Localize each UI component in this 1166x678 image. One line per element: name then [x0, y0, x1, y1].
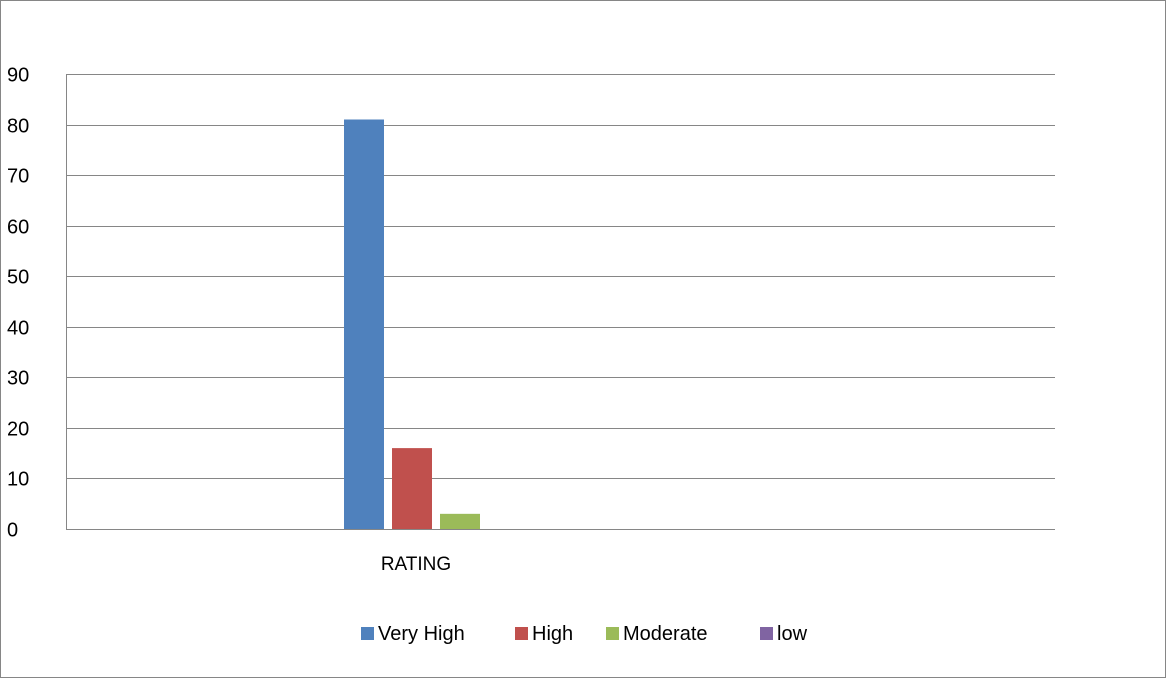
legend: Very High High Moderate low	[361, 623, 808, 645]
y-tick-label: 70	[7, 166, 29, 188]
legend-swatch-high	[515, 627, 528, 640]
y-tick-label: 60	[7, 217, 29, 239]
y-tick-label: 90	[7, 65, 29, 87]
gridlines	[66, 74, 1055, 479]
legend-swatch-very-high	[361, 627, 374, 640]
bars	[344, 119, 480, 529]
x-category-label: RATING	[381, 554, 451, 575]
y-tick-label: 50	[7, 267, 29, 289]
y-tick-label: 10	[7, 469, 29, 491]
legend-label-moderate: Moderate	[623, 623, 708, 645]
y-tick-label: 0	[7, 520, 18, 542]
legend-label-low: low	[777, 623, 808, 645]
axes: 0 10 20 30 40 50 60 70 80 90 RATING	[7, 65, 1055, 575]
bar-very-high	[344, 119, 384, 529]
y-tick-label: 20	[7, 419, 29, 441]
legend-swatch-low	[760, 627, 773, 640]
legend-swatch-moderate	[606, 627, 619, 640]
y-tick-label: 80	[7, 116, 29, 138]
y-tick-label: 40	[7, 318, 29, 340]
legend-label-very-high: Very High	[378, 623, 465, 645]
bar-moderate	[440, 513, 480, 529]
legend-label-high: High	[532, 623, 573, 645]
y-tick-label: 30	[7, 368, 29, 390]
bar-high	[392, 448, 432, 529]
